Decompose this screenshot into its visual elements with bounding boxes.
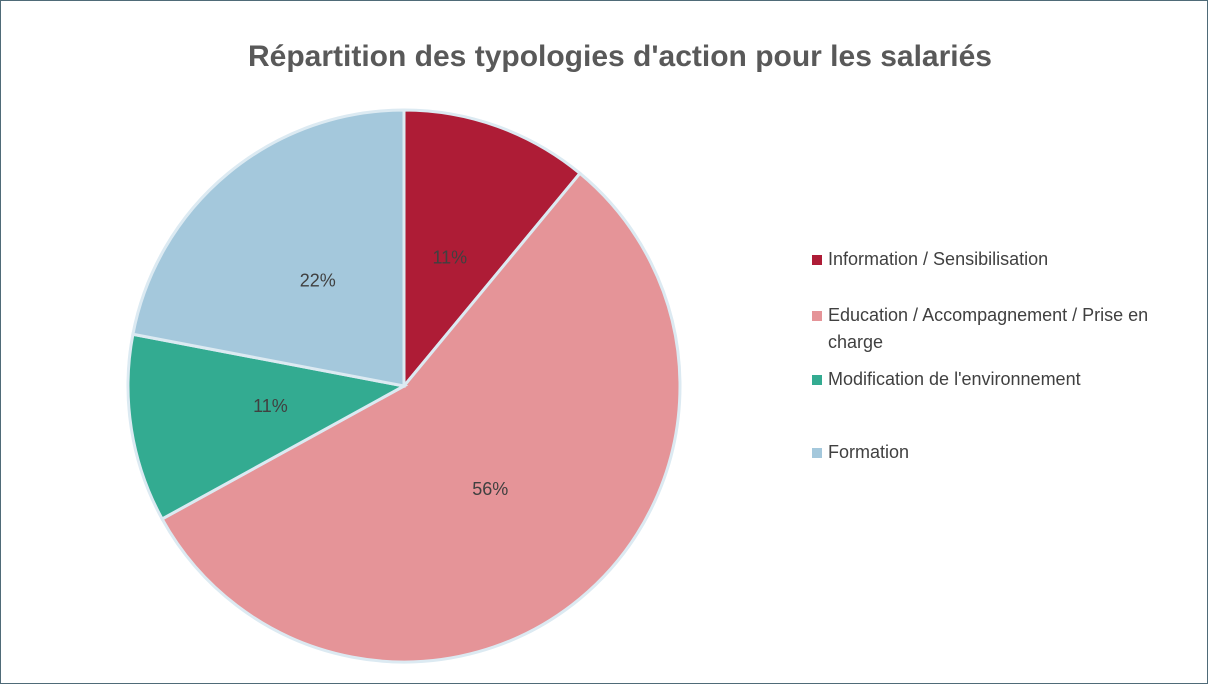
pie-slice: [160, 171, 682, 664]
legend-swatch: [812, 311, 822, 321]
legend-label: Information / Sensibilisation: [828, 249, 1049, 269]
pie-slice: [402, 108, 583, 391]
data-label: 56%: [472, 479, 508, 499]
data-label: 22%: [300, 271, 336, 291]
legend-item: Education / Accompagnement / Prise en ch…: [812, 302, 1192, 356]
chart-title: Répartition des typologies d'action pour…: [248, 40, 992, 73]
legend-item: Formation: [812, 439, 1192, 466]
pie-slice: [131, 108, 406, 388]
legend-item: Information / Sensibilisation: [812, 246, 1192, 273]
legend-item: Modification de l'environnement: [812, 366, 1192, 393]
data-label: 11%: [253, 396, 288, 416]
legend: Information / Sensibilisation Education /…: [812, 246, 1192, 466]
legend-swatch: [812, 255, 822, 265]
legend-swatch: [812, 375, 822, 385]
legend-label: Formation: [828, 442, 910, 462]
pie-slice: [126, 332, 409, 522]
data-label: 11%: [432, 248, 467, 268]
legend-label: Education / Accompagnement / Prise en ch…: [828, 305, 1149, 352]
legend-swatch: [812, 448, 822, 458]
legend-label: Modification de l'environnement: [828, 369, 1081, 389]
